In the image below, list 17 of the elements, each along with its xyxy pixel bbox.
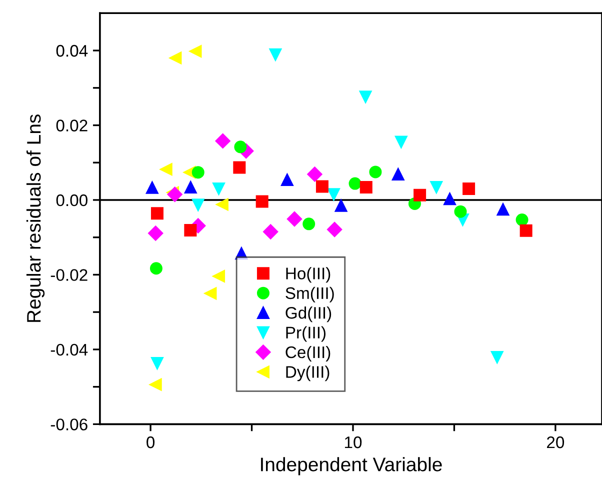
y-tick-label: 0.02 bbox=[56, 120, 88, 132]
legend-label: Ce(III) bbox=[286, 346, 330, 362]
y-tick-label: -0.02 bbox=[50, 269, 88, 281]
legend-label: Sm(III) bbox=[286, 286, 334, 302]
legend-label: Gd(III) bbox=[286, 306, 332, 322]
legend-label: Dy(III) bbox=[286, 366, 330, 382]
legend-label: Pr(III) bbox=[286, 326, 326, 342]
x-tick-label: 10 bbox=[344, 436, 362, 448]
y-tick-label: 0.04 bbox=[56, 44, 88, 57]
legend-label: Ho(III) bbox=[286, 267, 330, 283]
y-axis-title: Regular residuals of Lns bbox=[26, 114, 45, 322]
y-tick-label: -0.06 bbox=[50, 418, 88, 430]
x-tick-label: 20 bbox=[547, 436, 564, 448]
x-axis-title: Independent Variable bbox=[261, 457, 442, 476]
y-tick-label: 0.00 bbox=[56, 194, 88, 206]
y-tick-label: -0.04 bbox=[50, 344, 88, 356]
x-tick-label: 0 bbox=[146, 436, 155, 448]
